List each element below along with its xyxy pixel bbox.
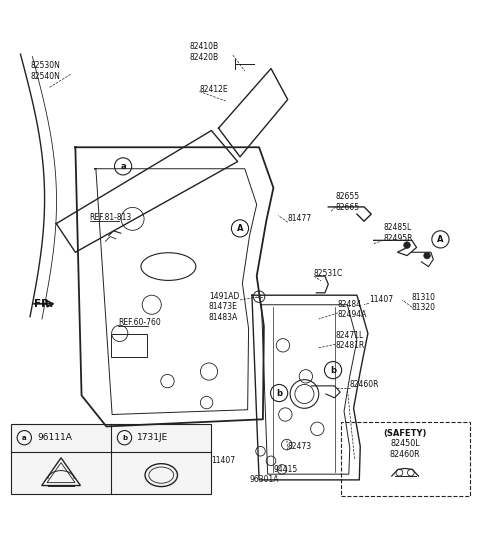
Text: . . . . .: . . . . .: [55, 480, 67, 484]
Text: 82530N
82540N: 82530N 82540N: [30, 61, 60, 81]
Text: 81473E
81483A: 81473E 81483A: [209, 302, 238, 321]
Text: 81477: 81477: [288, 214, 312, 223]
Text: 82450L
82460R: 82450L 82460R: [390, 439, 420, 459]
Text: A: A: [437, 235, 444, 244]
Text: b: b: [276, 389, 282, 398]
Text: 82460R: 82460R: [350, 380, 379, 389]
Text: a: a: [120, 162, 126, 171]
Text: 11407: 11407: [369, 295, 393, 305]
Text: 82485L
82495R: 82485L 82495R: [383, 223, 413, 243]
Text: 82531C: 82531C: [314, 269, 343, 278]
Text: 1491AD: 1491AD: [209, 292, 240, 301]
Text: 96111A: 96111A: [37, 433, 72, 442]
Text: 11407: 11407: [211, 456, 236, 465]
FancyBboxPatch shape: [11, 423, 211, 494]
Text: 82410B
82420B: 82410B 82420B: [190, 42, 219, 61]
Text: 1731JE: 1731JE: [137, 433, 168, 442]
Text: 96301A: 96301A: [250, 475, 279, 485]
Text: 82412E: 82412E: [199, 85, 228, 95]
Text: b: b: [330, 365, 336, 375]
Text: 94415: 94415: [274, 465, 298, 474]
Text: 82655
82665: 82655 82665: [336, 193, 360, 212]
Text: REF.81-813: REF.81-813: [90, 213, 132, 222]
Text: 82471L
82481R: 82471L 82481R: [336, 331, 365, 350]
Text: (SAFETY): (SAFETY): [384, 429, 427, 438]
Text: 82473: 82473: [288, 442, 312, 451]
Text: 81310
81320: 81310 81320: [412, 292, 436, 312]
Text: 82484
82494A: 82484 82494A: [338, 300, 367, 319]
Text: b: b: [122, 434, 127, 441]
Text: FR.: FR.: [34, 299, 53, 309]
Text: a: a: [22, 434, 26, 441]
Circle shape: [424, 252, 431, 259]
Text: A: A: [237, 224, 243, 233]
Text: REF.60-760: REF.60-760: [118, 318, 161, 327]
Circle shape: [404, 242, 410, 248]
